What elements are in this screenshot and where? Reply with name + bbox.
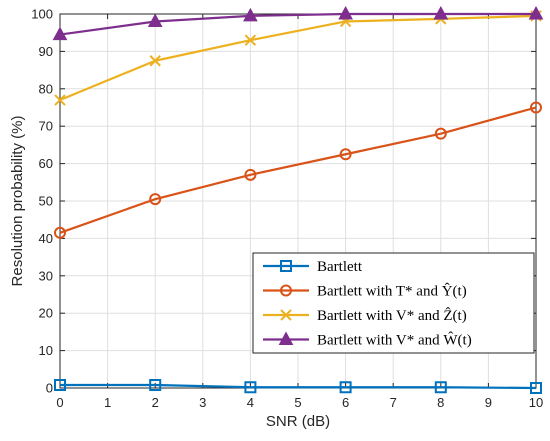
data-point <box>433 5 449 20</box>
y-tick-label: 20 <box>39 306 53 321</box>
legend-swatch-marker <box>280 260 292 272</box>
data-point <box>52 26 68 41</box>
legend-entry-label: Bartlett with T* and Ŷ(t) <box>317 283 467 300</box>
legend-swatch-marker <box>278 331 294 345</box>
data-point <box>339 148 352 161</box>
x-tick-label: 4 <box>247 395 254 410</box>
data-point <box>338 5 353 20</box>
legend-box <box>252 252 535 354</box>
data-point <box>54 379 66 392</box>
x-tick-label: 1 <box>104 395 111 410</box>
series-line <box>60 383 537 390</box>
data-point <box>244 34 257 46</box>
data-point <box>530 101 542 114</box>
x-tick-label: 9 <box>485 395 492 410</box>
y-tick-label: 100 <box>31 7 53 22</box>
legend-swatch-marker <box>280 309 292 321</box>
legend-entry-label: Bartlett with V* and Ŵ(t) <box>317 332 472 349</box>
series-line <box>59 12 536 36</box>
data-point <box>434 381 447 394</box>
legend-entry-label: Bartlett with V* and Ẑ(t) <box>317 307 467 324</box>
data-point <box>528 5 544 20</box>
data-point <box>54 226 66 239</box>
data-point <box>339 381 352 394</box>
data-point <box>147 13 163 27</box>
y-tick-label: 80 <box>39 81 53 96</box>
legend-entry-label: Bartlett <box>317 259 363 275</box>
data-point <box>434 127 447 140</box>
x-tick-label: 6 <box>342 395 349 410</box>
x-tick-label: 7 <box>390 395 397 410</box>
y-tick-label: 90 <box>39 44 53 59</box>
data-point <box>149 193 162 206</box>
y-tick-label: 50 <box>39 194 53 209</box>
data-point <box>530 382 542 394</box>
x-tick-label: 8 <box>437 395 444 410</box>
series-2 <box>54 101 542 239</box>
legend-swatch-marker <box>280 284 292 297</box>
series-4 <box>52 5 544 41</box>
legend: Bartlett Bartlett with T* and Ŷ(t) Bartlet… <box>252 252 535 354</box>
series-line <box>59 106 537 234</box>
y-axis-label: Resolution probability (%) <box>9 116 26 287</box>
y-tick-label: 60 <box>39 156 53 171</box>
x-tick-label: 3 <box>199 395 206 410</box>
y-tick-label: 0 <box>46 381 53 396</box>
series-line <box>59 14 537 102</box>
y-tick-label: 70 <box>39 119 53 134</box>
data-point <box>149 379 162 392</box>
series-lines <box>52 5 544 394</box>
series-1 <box>54 379 542 394</box>
y-tick-label: 10 <box>39 343 53 358</box>
x-tick-label: 5 <box>294 395 301 410</box>
data-point <box>243 7 258 22</box>
data-point <box>149 55 161 67</box>
x-tick-label: 10 <box>529 395 543 410</box>
data-point <box>54 94 66 106</box>
x-axis-label: SNR (dB) <box>266 413 330 430</box>
x-tick-label: 2 <box>152 395 159 410</box>
data-point <box>244 381 257 394</box>
x-tick-label: 0 <box>56 395 63 410</box>
data-point <box>244 168 257 181</box>
y-tick-label: 40 <box>39 231 53 246</box>
y-tick-label: 30 <box>39 268 53 283</box>
